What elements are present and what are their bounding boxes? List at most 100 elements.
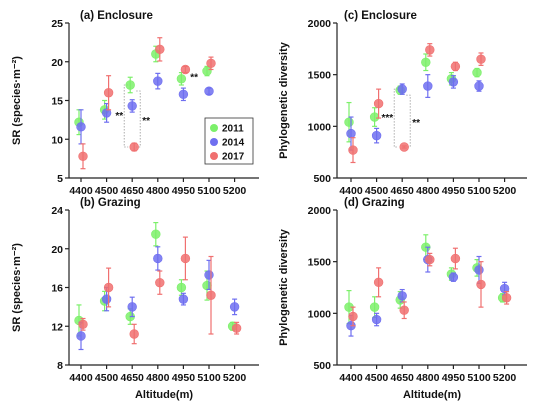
y-tick-label: 1000 xyxy=(308,308,332,320)
x-tick-label: 5200 xyxy=(223,185,247,197)
legend-label-2017: 2017 xyxy=(222,152,245,163)
significance-bracket xyxy=(393,88,399,148)
y-axis-title: Phylogenetic diversity xyxy=(278,228,290,346)
data-point-2011 xyxy=(369,112,380,122)
significance-bracket xyxy=(136,90,141,148)
x-tick-label: 5200 xyxy=(493,372,517,384)
x-tick-label: 4400 xyxy=(69,372,93,384)
data-point-2017 xyxy=(450,253,461,264)
y-axis-title: Phylogenetic diversity xyxy=(278,41,290,159)
panel-2: 500 1000 1500 2000 4400 4500 4650 4800 4950 5100 5… xyxy=(278,10,527,197)
data-point-2014 xyxy=(153,76,163,86)
data-point-2017 xyxy=(103,88,114,98)
x-tick-label: 4500 xyxy=(365,372,389,384)
data-point-2014 xyxy=(204,86,214,96)
data-point-2017 xyxy=(399,142,409,152)
x-tick-label: 4800 xyxy=(416,185,440,197)
data-point-2014 xyxy=(371,130,382,141)
data-point-2017 xyxy=(103,282,114,293)
data-point-2014 xyxy=(127,302,137,312)
x-axis-title: Altitude(m) xyxy=(403,389,461,401)
significance-bracket xyxy=(406,94,411,148)
x-tick-label: 5100 xyxy=(197,372,221,384)
x-tick-label: 4800 xyxy=(146,185,170,197)
data-point-2014 xyxy=(474,81,484,91)
data-point-2017 xyxy=(373,277,384,288)
data-point-2014 xyxy=(76,122,86,132)
data-point-2014 xyxy=(448,77,459,87)
legend-marker-2014 xyxy=(210,138,218,146)
data-point-2017 xyxy=(501,293,512,303)
data-point-2011 xyxy=(202,66,212,76)
y-axis-title: SR (species·m⁻²) xyxy=(11,56,23,145)
data-point-2014 xyxy=(204,270,214,280)
x-tick-label: 4400 xyxy=(339,185,363,197)
data-point-2011 xyxy=(176,74,187,84)
data-point-2017 xyxy=(476,54,486,64)
data-point-2017 xyxy=(206,58,216,68)
x-tick-label: 4500 xyxy=(95,372,119,384)
data-point-2017 xyxy=(180,253,191,264)
panel-1: 5 10 15 20 25 4400 4500 4650 4800 4950 5100 5200 (a)… xyxy=(11,10,259,197)
data-point-2017 xyxy=(78,151,88,162)
x-tick-label: 4800 xyxy=(416,372,440,384)
y-tick-label: 20 xyxy=(51,244,63,256)
data-point-2017 xyxy=(348,145,358,155)
data-point-2017 xyxy=(155,44,165,55)
data-point-2017 xyxy=(425,254,435,265)
x-tick-label: 4950 xyxy=(442,372,466,384)
significance-label: ** xyxy=(412,118,420,129)
x-tick-label: 4650 xyxy=(121,372,145,384)
significance-label: ** xyxy=(190,72,198,83)
data-point-2014 xyxy=(153,253,163,264)
x-tick-label: 5200 xyxy=(493,185,517,197)
y-tick-label: 1000 xyxy=(308,121,332,133)
y-tick-label: 25 xyxy=(51,18,63,30)
legend-label-2011: 2011 xyxy=(222,124,244,135)
panel-title: (b) Grazing xyxy=(80,197,141,209)
x-axis-title: Altitude(m) xyxy=(135,389,193,401)
data-point-2014 xyxy=(371,314,382,325)
data-point-2017 xyxy=(231,323,242,333)
data-point-2014 xyxy=(178,294,189,304)
data-point-2017 xyxy=(399,305,409,315)
y-tick-label: 20 xyxy=(51,57,63,69)
data-point-2017 xyxy=(180,64,191,75)
panel-title: (a) Enclosure xyxy=(80,10,153,22)
panel-title: (c) Enclosure xyxy=(344,10,417,22)
y-tick-label: 16 xyxy=(51,283,63,295)
data-point-2014 xyxy=(76,331,86,341)
x-tick-label: 5100 xyxy=(467,185,491,197)
data-point-2014 xyxy=(229,302,240,312)
data-point-2017 xyxy=(155,277,165,288)
data-point-2014 xyxy=(101,108,112,118)
legend-label-2014: 2014 xyxy=(222,138,245,149)
y-tick-label: 1500 xyxy=(308,257,332,269)
x-tick-label: 4400 xyxy=(339,372,363,384)
data-point-2014 xyxy=(474,265,484,275)
data-point-2017 xyxy=(425,45,435,55)
data-point-2011 xyxy=(344,117,354,127)
data-point-2014 xyxy=(127,101,137,111)
significance-label: ** xyxy=(115,111,123,122)
x-tick-label: 5100 xyxy=(197,185,221,197)
data-point-2011 xyxy=(202,280,212,291)
x-tick-label: 4500 xyxy=(95,185,119,197)
y-tick-label: 12 xyxy=(51,321,63,333)
data-point-2011 xyxy=(125,80,135,90)
y-tick-label: 1500 xyxy=(308,70,332,82)
legend: 2011 2014 2017 xyxy=(204,117,254,165)
data-point-2011 xyxy=(176,282,187,293)
x-tick-label: 4950 xyxy=(172,185,196,197)
data-point-2014 xyxy=(178,89,189,100)
y-tick-label: 500 xyxy=(313,173,331,185)
data-point-2017 xyxy=(206,290,216,300)
panel-title: (d) Grazing xyxy=(344,197,405,209)
data-point-2017 xyxy=(78,319,88,330)
y-tick-label: 2000 xyxy=(308,18,332,30)
data-point-2017 xyxy=(373,98,384,109)
y-tick-label: 5 xyxy=(57,173,63,185)
panel-4: 500 1000 1500 2000 4400 4500 4650 4800 4950 5100 5… xyxy=(278,197,527,401)
data-point-2017 xyxy=(129,142,139,152)
